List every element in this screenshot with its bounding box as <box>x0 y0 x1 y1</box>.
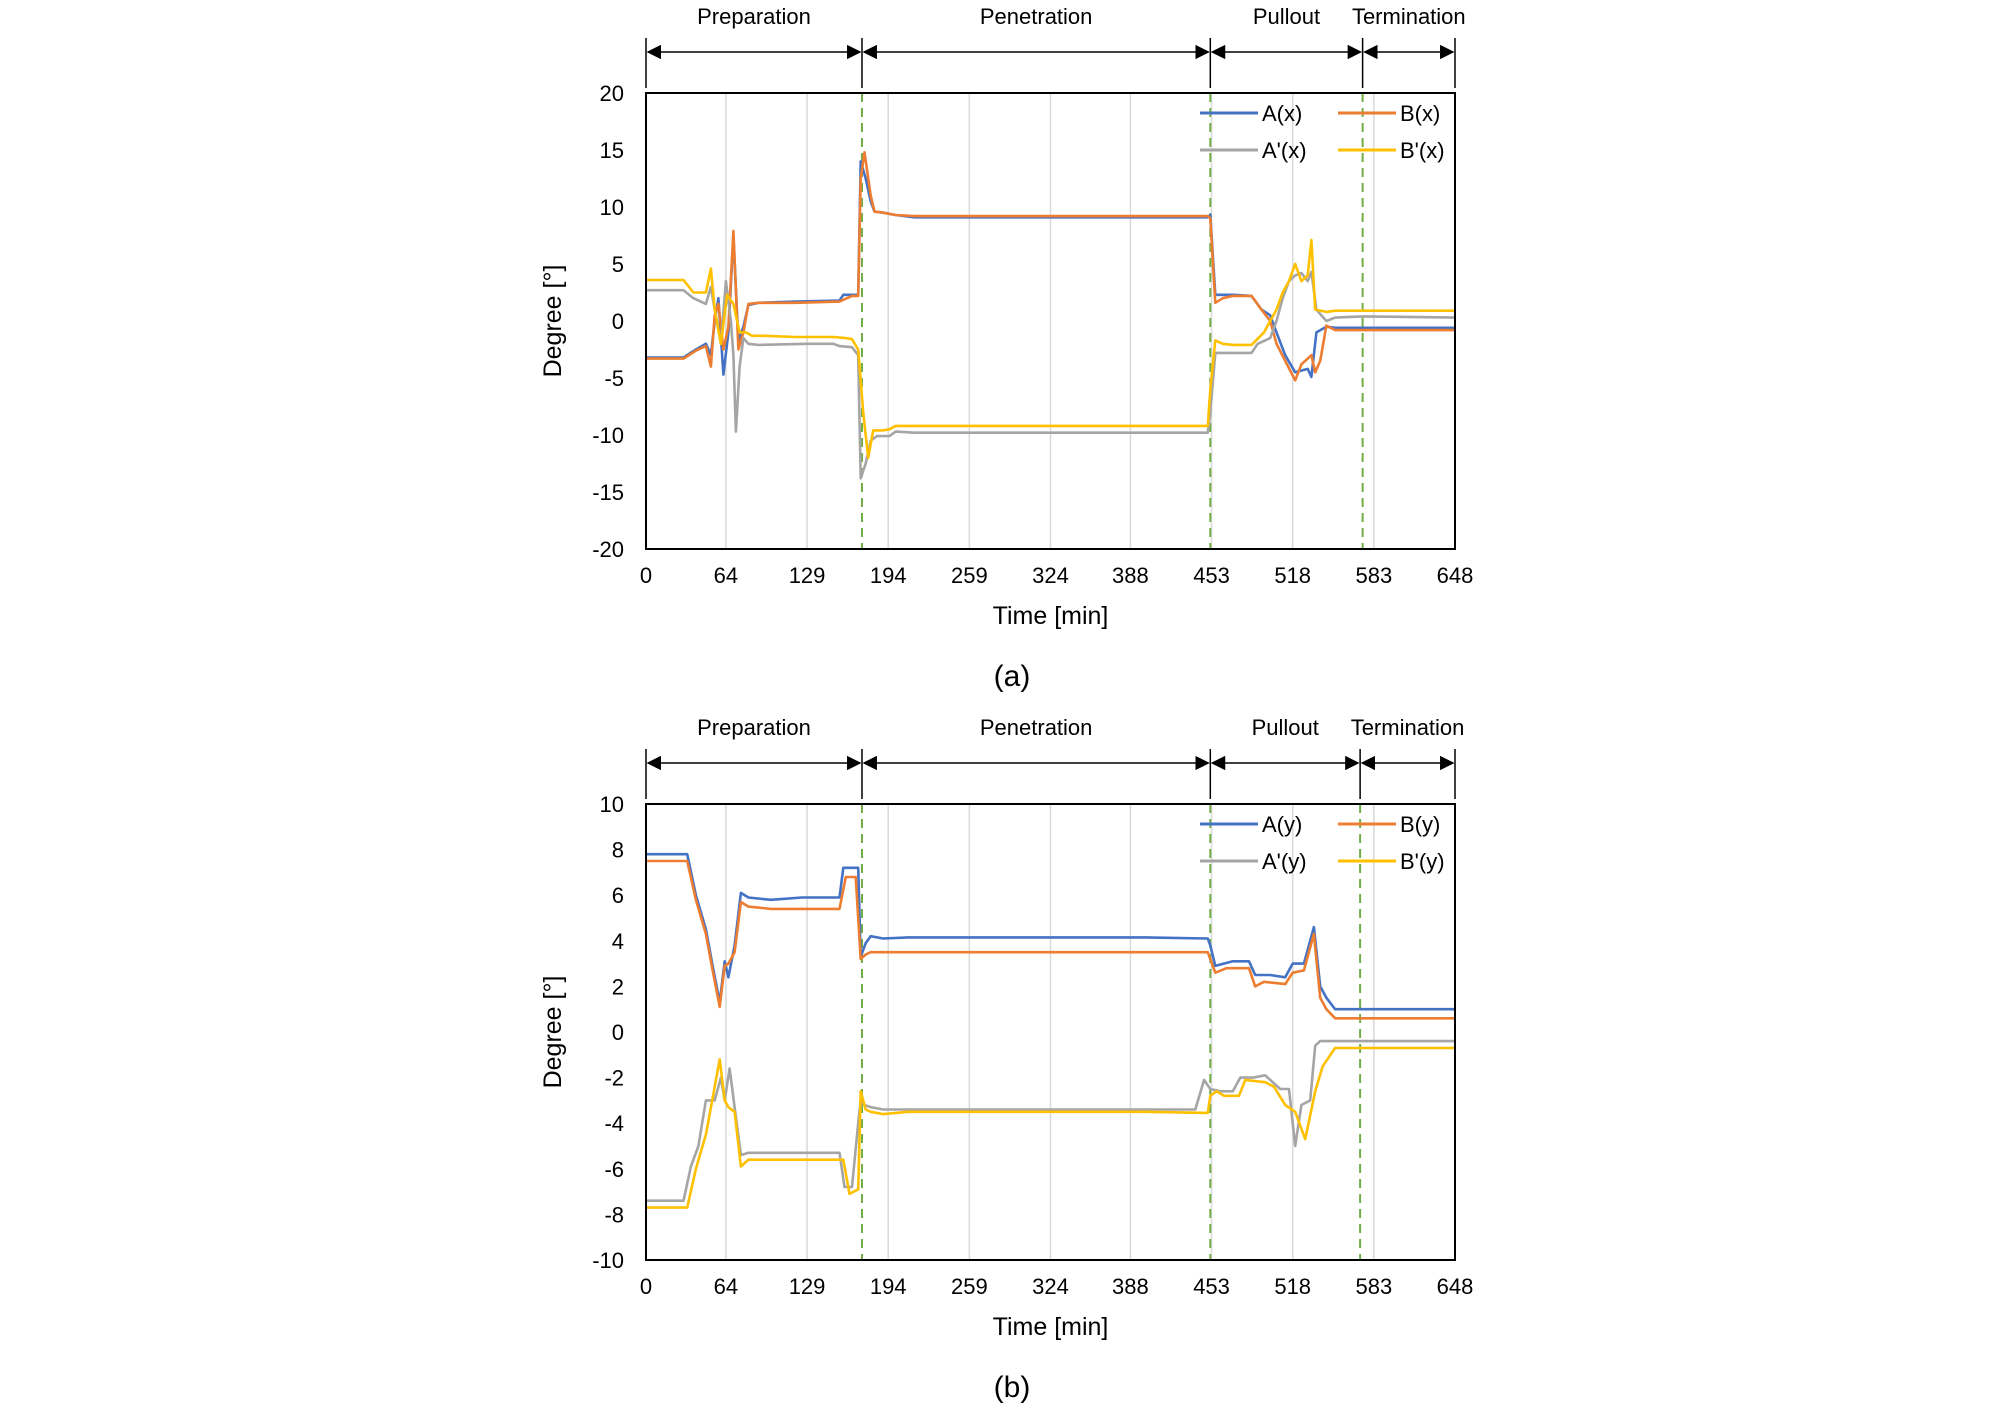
y-tick-label: -4 <box>604 1111 624 1136</box>
y-tick-label: -10 <box>592 423 624 448</box>
x-tick-label: 518 <box>1274 563 1311 588</box>
phase-label: Termination <box>1352 4 1466 29</box>
x-tick-label: 64 <box>714 1274 738 1299</box>
y-tick-label: 2 <box>612 974 624 999</box>
y-tick-label: -15 <box>592 480 624 505</box>
y-axis-title: Degree [°] <box>539 976 567 1089</box>
x-tick-label: 64 <box>714 563 738 588</box>
y-tick-label: -10 <box>592 1248 624 1273</box>
x-tick-label: 583 <box>1355 1274 1392 1299</box>
y-tick-label: 0 <box>612 1020 624 1045</box>
chart-panel-a: Preparation Penetration Pullout Termination… <box>539 4 1474 693</box>
x-tick-label: 648 <box>1437 563 1474 588</box>
y-tick-label: 20 <box>600 81 624 106</box>
legend-label-2: A'(y) <box>1262 849 1307 874</box>
x-tick-label: 194 <box>870 563 907 588</box>
figure-caption: (a) <box>994 660 1031 693</box>
x-tick-label: 388 <box>1112 1274 1149 1299</box>
y-tick-label: 10 <box>600 195 624 220</box>
x-tick-label: 259 <box>951 1274 988 1299</box>
x-axis-title: Time [min] <box>993 1313 1109 1341</box>
legend-label-1: B(y) <box>1400 812 1440 837</box>
x-tick-label: 259 <box>951 563 988 588</box>
x-tick-label: 0 <box>640 563 652 588</box>
y-tick-label: 15 <box>600 138 624 163</box>
x-tick-label: 194 <box>870 1274 907 1299</box>
x-tick-label: 0 <box>640 1274 652 1299</box>
y-tick-label: 6 <box>612 883 624 908</box>
series-line-1 <box>646 859 1455 1020</box>
y-tick-label: 5 <box>612 252 624 277</box>
legend-label-3: B'(x) <box>1400 138 1445 163</box>
legend-label-0: A(x) <box>1262 101 1302 126</box>
figure-caption: (b) <box>994 1371 1031 1404</box>
phase-label: Penetration <box>980 4 1093 29</box>
x-tick-label: 518 <box>1274 1274 1311 1299</box>
x-tick-label: 129 <box>789 1274 826 1299</box>
phase-label: Penetration <box>980 715 1093 740</box>
x-axis-title: Time [min] <box>993 602 1109 630</box>
chart-a: Preparation Penetration Pullout Termination… <box>539 4 1474 693</box>
series-line-3 <box>646 238 1455 460</box>
x-tick-label: 648 <box>1437 1274 1474 1299</box>
series-line-1 <box>646 151 1455 382</box>
chart-b: Preparation Penetration Pullout Termination… <box>539 715 1474 1404</box>
y-tick-label: -8 <box>604 1202 624 1227</box>
legend-label-3: B'(y) <box>1400 849 1445 874</box>
legend-label-1: B(x) <box>1400 101 1440 126</box>
phase-label: Preparation <box>697 715 811 740</box>
x-tick-label: 453 <box>1193 1274 1230 1299</box>
y-tick-label: -20 <box>592 537 624 562</box>
y-tick-label: 0 <box>612 309 624 334</box>
x-tick-label: 453 <box>1193 563 1230 588</box>
x-tick-label: 129 <box>789 563 826 588</box>
phase-label: Pullout <box>1253 4 1320 29</box>
x-tick-label: 324 <box>1032 1274 1069 1299</box>
y-tick-label: -5 <box>604 366 624 391</box>
x-tick-label: 324 <box>1032 563 1069 588</box>
y-tick-label: 4 <box>612 929 624 954</box>
legend-label-2: A'(x) <box>1262 138 1307 163</box>
y-tick-label: -6 <box>604 1157 624 1182</box>
series-line-3 <box>646 1046 1455 1209</box>
y-axis-title: Degree [°] <box>539 265 567 378</box>
y-tick-label: 8 <box>612 838 624 863</box>
phase-label: Termination <box>1351 715 1465 740</box>
plot-frame <box>645 92 1456 550</box>
x-tick-label: 388 <box>1112 563 1149 588</box>
x-tick-label: 583 <box>1355 563 1392 588</box>
chart-panel-b: Preparation Penetration Pullout Termination… <box>0 711 2008 1422</box>
plot-frame <box>645 803 1456 1261</box>
phase-label: Pullout <box>1252 715 1319 740</box>
phase-label: Preparation <box>697 4 811 29</box>
legend-label-0: A(y) <box>1262 812 1302 837</box>
series-line-2 <box>646 270 1456 480</box>
y-tick-label: -2 <box>604 1066 624 1091</box>
y-tick-label: 10 <box>600 792 624 817</box>
